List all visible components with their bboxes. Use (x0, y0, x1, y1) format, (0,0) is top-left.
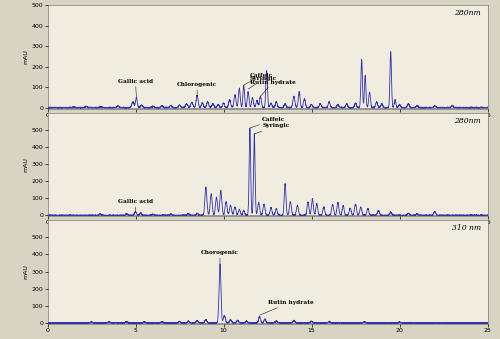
Text: Gallic acid: Gallic acid (118, 199, 153, 212)
Text: Caffeic: Caffeic (244, 73, 273, 85)
Text: 310 nm: 310 nm (452, 224, 481, 232)
Y-axis label: mAU: mAU (24, 49, 29, 64)
Text: Chlorogenic: Chlorogenic (177, 82, 217, 95)
Text: Chorogenic: Chorogenic (201, 250, 239, 264)
Text: Syringic: Syringic (254, 123, 290, 134)
Text: Syringic: Syringic (248, 76, 277, 89)
Text: 280nm: 280nm (454, 117, 481, 125)
Y-axis label: mAU: mAU (24, 157, 29, 172)
Text: Rutin hydrate: Rutin hydrate (250, 80, 296, 96)
Text: Caffeic: Caffeic (250, 117, 286, 128)
Text: 280nm: 280nm (454, 9, 481, 17)
Y-axis label: mAU: mAU (24, 264, 29, 279)
Text: Rutin hydrate: Rutin hydrate (260, 300, 313, 315)
Text: Gallic acid: Gallic acid (118, 79, 153, 98)
